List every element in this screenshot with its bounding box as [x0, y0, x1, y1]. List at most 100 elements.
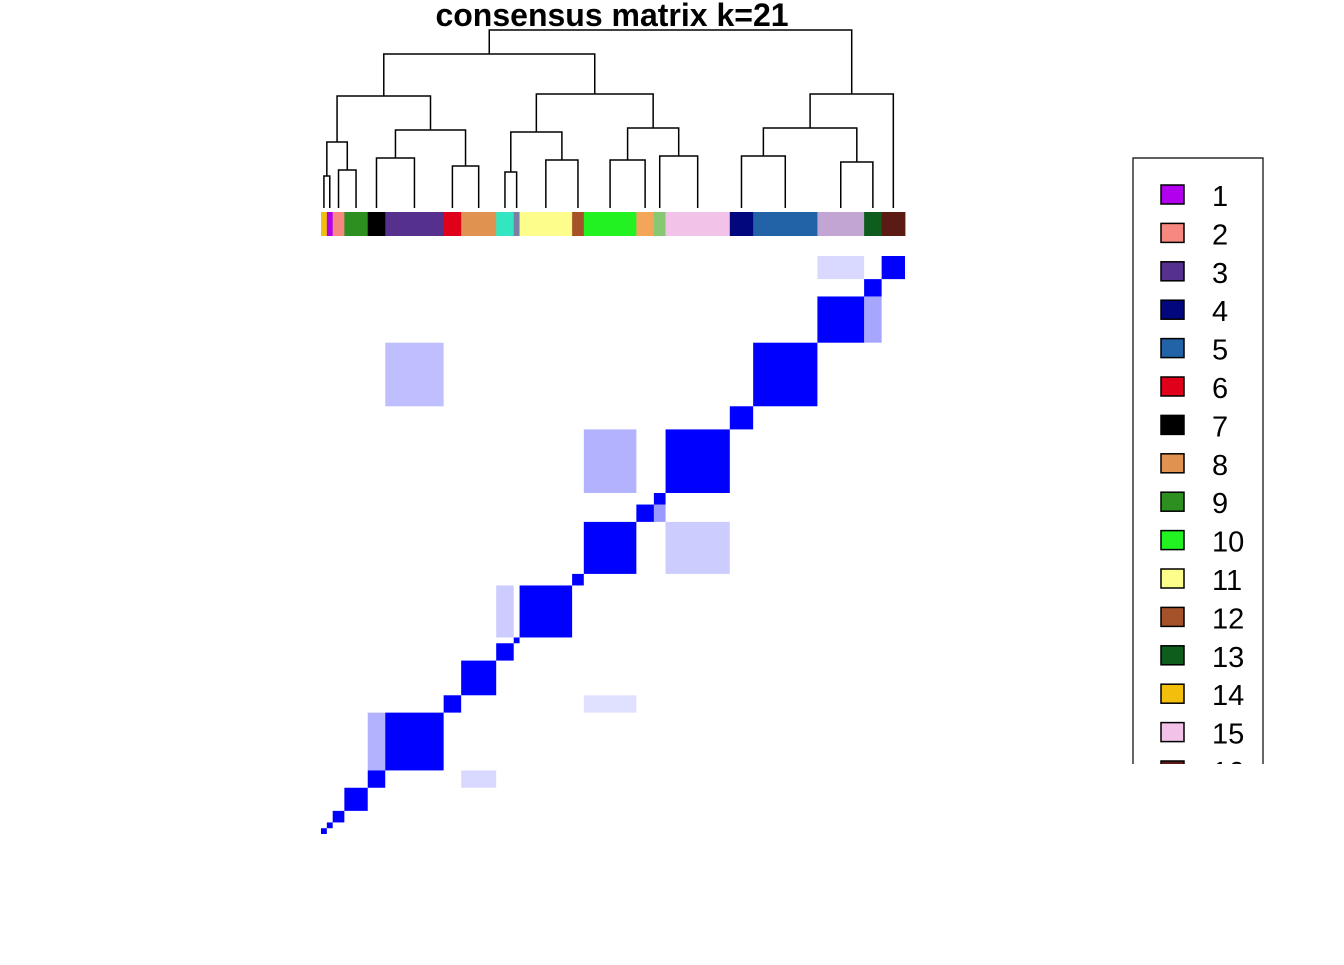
- dendrogram-branch: [323, 175, 331, 198]
- legend-label-15: 15: [1212, 719, 1244, 751]
- heatmap-block-1: [326, 822, 333, 829]
- legend-swatch-4: [1160, 299, 1185, 320]
- legend-swatch-3: [1160, 261, 1185, 282]
- cluster-bar-segment-2: [332, 212, 345, 236]
- legend-swatch-13: [1160, 645, 1185, 666]
- heatmap-offdiag-region-3: [864, 296, 882, 343]
- cluster-bar-segment-12: [572, 212, 585, 236]
- cluster-bar-segment-11: [519, 212, 573, 236]
- dendrogram-branch: [535, 93, 654, 132]
- legend-swatch-16: [1160, 760, 1185, 764]
- heatmap-offdiag-region-0: [583, 429, 637, 493]
- heatmap-block-12: [583, 521, 637, 574]
- heatmap-block-16: [729, 406, 754, 430]
- chart-title: consensus matrix k=21: [435, 0, 788, 33]
- dendrogram-branch: [658, 155, 699, 196]
- cluster-bar-segment-4: [729, 212, 754, 236]
- heatmap-block-9: [513, 637, 520, 644]
- heatmap-block-7: [461, 660, 497, 696]
- dendrogram-branch: [394, 129, 467, 166]
- heatmap-block-11: [572, 573, 584, 586]
- legend-swatch-11: [1160, 568, 1185, 589]
- heatmap-offdiag-region-7: [461, 770, 497, 788]
- dendrogram-branch: [545, 159, 579, 196]
- legend-swatch-2: [1160, 222, 1185, 244]
- cluster-bar-segment-15: [665, 212, 731, 236]
- cluster-bar-segment-18: [513, 212, 520, 236]
- cluster-bar-segment-5: [753, 212, 818, 236]
- legend-label-13: 13: [1212, 642, 1244, 674]
- legend-label-8: 8: [1212, 450, 1228, 482]
- heatmap-block-10: [519, 585, 573, 638]
- cluster-bar-segment-8: [461, 212, 497, 236]
- heatmap-block-6: [443, 695, 462, 713]
- heatmap-block-8: [496, 643, 514, 661]
- dendrogram-branch: [383, 53, 596, 96]
- legend-label-9: 9: [1212, 488, 1228, 520]
- legend-swatch-7: [1160, 414, 1185, 436]
- legend-label-16: 16: [1212, 757, 1244, 789]
- legend-swatch-9: [1160, 491, 1185, 512]
- heatmap-block-14: [653, 492, 666, 505]
- legend-swatch-1: [1160, 184, 1185, 205]
- legend-label-2: 2: [1212, 219, 1228, 251]
- cluster-bar-segment-1: [326, 212, 334, 236]
- cluster-bar-segment-7: [367, 212, 386, 236]
- heatmap-offdiag-region-9: [817, 256, 865, 280]
- legend-label-5: 5: [1212, 335, 1228, 367]
- legend-swatch-10: [1160, 529, 1185, 551]
- legend-swatch-6: [1160, 376, 1185, 397]
- heatmap-offdiag-region-8: [583, 695, 637, 713]
- dendrogram-branch: [488, 29, 853, 94]
- heatmap-block-4: [367, 770, 386, 788]
- legend-label-14: 14: [1212, 680, 1244, 712]
- cluster-bar-segment-20: [636, 212, 655, 236]
- dendrogram-branch: [451, 165, 480, 194]
- cluster-bar-segment-9: [344, 212, 369, 236]
- legend-swatch-15: [1160, 721, 1185, 743]
- heatmap-offdiag-region-5: [496, 585, 514, 638]
- legend-label-3: 3: [1212, 258, 1228, 290]
- dendrogram-branch: [609, 159, 646, 194]
- heatmap-block-5: [385, 712, 444, 771]
- cluster-bar-segment-6: [443, 212, 462, 236]
- legend-frame: [1132, 157, 1264, 764]
- legend-label-12: 12: [1212, 603, 1244, 635]
- dendrogram-branch: [336, 95, 432, 142]
- legend-label-1: 1: [1212, 181, 1228, 213]
- heatmap-offdiag-region-4: [367, 712, 386, 771]
- heatmap-offdiag-region-2: [385, 342, 444, 407]
- heatmap-block-3: [344, 787, 368, 811]
- dendrogram-branch: [326, 141, 349, 176]
- legend-swatch-12: [1160, 606, 1185, 628]
- dendrogram-branch: [809, 93, 895, 192]
- cluster-bar-segment-14: [321, 212, 328, 236]
- heatmap-block-17: [753, 342, 818, 407]
- legend-label-6: 6: [1212, 373, 1228, 405]
- legend-label-10: 10: [1212, 527, 1244, 559]
- heatmap-block-18: [817, 296, 865, 343]
- dendrogram-branch: [762, 127, 858, 162]
- cluster-bar-segment-16: [881, 212, 906, 236]
- dendrogram-branch: [626, 127, 680, 160]
- legend-swatch-14: [1160, 683, 1185, 704]
- dendrogram: [323, 29, 895, 208]
- dendrogram-branch: [337, 169, 357, 196]
- cluster-bar-segment-10: [583, 212, 637, 236]
- dendrogram-branch: [510, 131, 563, 172]
- heatmap-block-2: [332, 810, 345, 823]
- heatmap-block-13: [636, 504, 654, 522]
- legend-swatch-5: [1160, 337, 1185, 359]
- cluster-bar-segment-19: [653, 212, 666, 236]
- heatmap-block-20: [881, 256, 905, 280]
- cluster-color-bar: [321, 212, 906, 236]
- legend-label-11: 11: [1212, 565, 1242, 597]
- legend-label-7: 7: [1212, 411, 1228, 443]
- dendrogram-branch: [740, 155, 787, 192]
- heatmap-cells: [321, 256, 905, 834]
- heatmap-block-19: [864, 279, 882, 297]
- heatmap-offdiag-region-1: [665, 521, 730, 574]
- cluster-bar-segment-13: [864, 212, 883, 236]
